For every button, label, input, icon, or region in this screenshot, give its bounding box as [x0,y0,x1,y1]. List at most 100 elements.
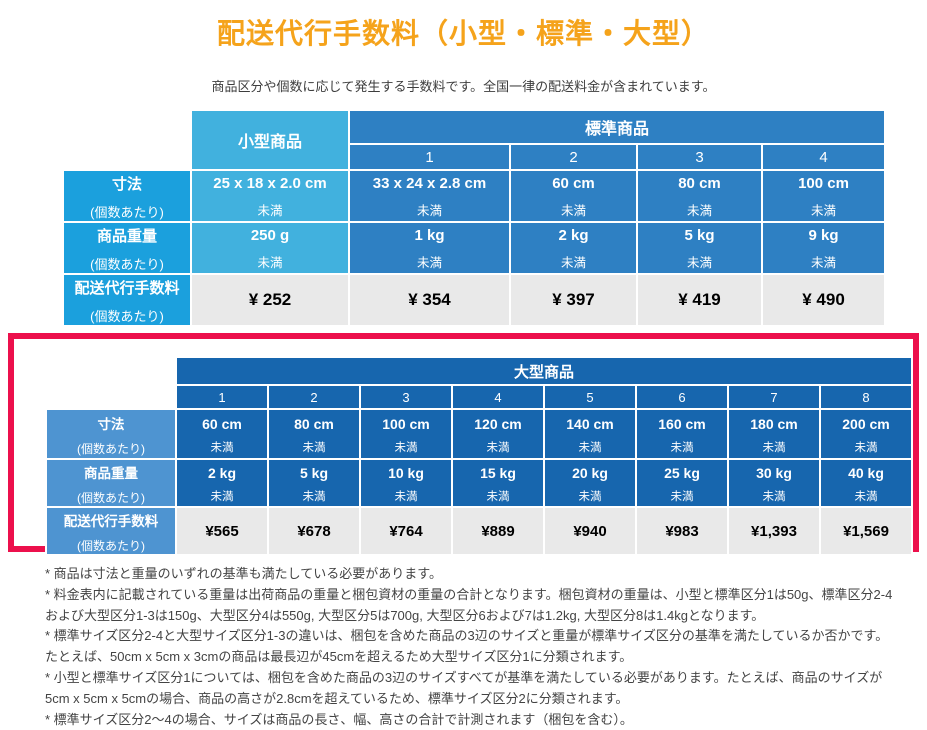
under-label: 未満 [854,441,878,454]
dimension-value: 120 cm [474,415,522,432]
dimension-value: 100 cm [382,415,430,432]
standard-tier-header: 2 [509,143,638,171]
dimension-cell: 60 cm 未満 [175,408,269,460]
small-standard-fee-table: 小型商品 標準商品 1 2 3 4 寸法 (個数あたり) 25 x 18 x 2… [62,109,887,327]
weight-value: 250 g [250,227,290,244]
dimension-value: 33 x 24 x 2.8 cm [372,175,487,192]
under-label: 未満 [762,441,786,454]
dimension-cell: 25 x 18 x 2.0 cm 未満 [190,169,350,223]
fee-cell: ¥ 354 [348,273,511,327]
weight-cell: 40 kg 未満 [818,458,914,508]
row-label-dimensions: 寸法 (個数あたり) [62,169,192,223]
weight-value: 2 kg [207,464,236,481]
large-tier-header: 4 [451,384,545,410]
table2-corner-spacer [46,385,176,409]
weight-value: 1 kg [414,227,445,244]
dimension-cell: 80 cm 未満 [267,408,361,460]
row-label-weight: 商品重量 (個数あたり) [45,458,177,508]
large-tier-header: 8 [818,384,914,410]
row-label-text: 寸法 [111,176,142,193]
dimension-value: 100 cm [798,175,849,192]
dimension-value: 160 cm [658,415,706,432]
row-label-fee: 配送代行手数料 (個数あたり) [45,506,177,556]
page-title: 配送代行手数料（小型・標準・大型） [216,18,710,49]
row-label-per-unit: (個数あたり) [77,539,145,553]
row-label-per-unit: (個数あたり) [77,442,145,456]
weight-cell: 30 kg 未満 [727,458,821,508]
under-label: 未満 [486,490,510,503]
under-label: 未満 [670,441,694,454]
footnote: * 小型と標準サイズ区分1については、梱包を含めた商品の3辺のサイズすべてが基準… [45,669,883,706]
large-tier-header: 2 [267,384,361,410]
weight-cell: 9 kg 未満 [760,221,887,275]
under-label: 未満 [302,490,326,503]
dimension-value: 200 cm [842,415,890,432]
fee-cell: ¥678 [267,506,361,556]
under-label: 未満 [686,256,712,270]
page-subtitle: 商品区分や個数に応じて発生する手数料です。全国一律の配送料金が含まれています。 [211,79,716,94]
weight-cell: 5 kg 未満 [267,458,361,508]
row-label-fee: 配送代行手数料 (個数あたり) [62,273,192,327]
footnote: * 商品は寸法と重量のいずれの基準も満たしている必要があります。 [45,566,442,581]
weight-value: 5 kg [299,464,328,481]
row-label-per-unit: (個数あたり) [90,257,164,272]
large-product-fee-table: 大型商品 1 2 3 4 5 6 7 8 寸法 (個数あたり) 60 cm 未満 … [45,356,914,556]
dimension-cell: 60 cm 未満 [509,169,638,223]
standard-tier-header: 1 [348,143,511,171]
under-label: 未満 [257,256,283,270]
fee-cell: ¥1,569 [818,506,914,556]
weight-value: 20 kg [572,464,608,481]
dimension-cell: 33 x 24 x 2.8 cm 未満 [348,169,511,223]
row-label-dimensions: 寸法 (個数あたり) [45,408,177,460]
under-label: 未満 [578,490,602,503]
weight-value: 10 kg [388,464,424,481]
dimension-cell: 180 cm 未満 [727,408,821,460]
dimension-value: 60 cm [552,175,595,192]
fee-cell: ¥889 [451,506,545,556]
fee-cell: ¥940 [543,506,637,556]
footnote: * 料金表内に記載されている重量は出荷商品の重量と梱包資材の重量の合計となります… [45,586,893,623]
dimension-cell: 140 cm 未満 [543,408,637,460]
under-label: 未満 [811,204,837,218]
standard-tier-header: 3 [636,143,763,171]
under-label: 未満 [302,441,326,454]
fee-cell: ¥ 419 [636,273,763,327]
large-tier-header: 5 [543,384,637,410]
weight-value: 15 kg [480,464,516,481]
large-product-header: 大型商品 [174,356,914,386]
weight-cell: 20 kg 未満 [543,458,637,508]
under-label: 未満 [811,256,837,270]
fee-cell: ¥1,393 [727,506,821,556]
large-product-highlight-box: 大型商品 1 2 3 4 5 6 7 8 寸法 (個数あたり) 60 cm 未満 … [8,333,919,556]
weight-cell: 25 kg 未満 [635,458,729,508]
weight-cell: 1 kg 未満 [348,221,511,275]
weight-value: 9 kg [808,227,839,244]
fee-cell: ¥ 397 [509,273,638,327]
under-label: 未満 [210,490,234,503]
dimension-cell: 80 cm 未満 [636,169,763,223]
under-label: 未満 [578,441,602,454]
dimension-value: 80 cm [294,415,334,432]
dimension-cell: 200 cm 未満 [818,408,914,460]
dimension-cell: 100 cm 未満 [359,408,453,460]
under-label: 未満 [416,204,442,218]
footnote: * 標準サイズ区分2～4の場合、サイズは商品の長さ、幅、高さの合計で計測されます… [45,711,633,727]
under-label: 未満 [762,490,786,503]
under-label: 未満 [394,441,418,454]
weight-value: 40 kg [848,464,884,481]
under-label: 未満 [486,441,510,454]
dimension-value: 140 cm [566,415,614,432]
row-label-per-unit: (個数あたり) [77,491,145,505]
footnote: * 標準サイズ区分2-4と大型サイズ区分1-3の違いは、梱包を含めた商品の3辺の… [45,628,889,665]
weight-value: 2 kg [558,227,589,244]
under-label: 未満 [686,204,712,218]
weight-cell: 10 kg 未満 [359,458,453,508]
under-label: 未満 [854,490,878,503]
fee-cell: ¥ 490 [760,273,887,327]
under-label: 未満 [560,256,586,270]
fee-cell: ¥565 [175,506,269,556]
dimension-cell: 160 cm 未満 [635,408,729,460]
dimension-value: 80 cm [678,175,721,192]
fee-cell: ¥764 [359,506,453,556]
row-label-text: 配送代行手数料 [63,514,159,529]
